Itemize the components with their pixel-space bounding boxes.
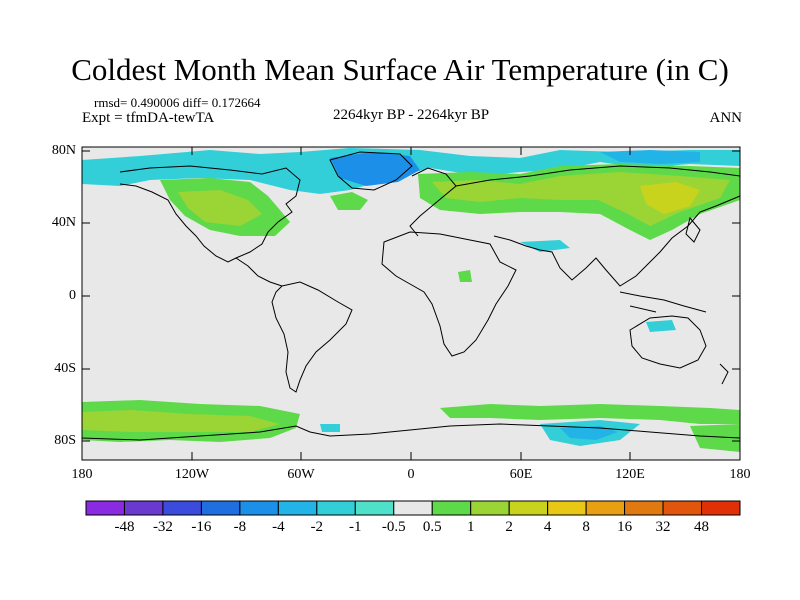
lon-label-60e: 60E [509,467,533,482]
colorbar-tick-label: 1 [466,519,475,535]
lat-label-0: 0 [69,288,76,303]
period-text: 2264kyr BP - 2264kyr BP [332,107,490,123]
coastline-africa [381,231,517,357]
cool-patch-siberia-north [600,150,700,164]
coastline-new-zealand [719,363,729,385]
coastline-europe [409,167,457,237]
colorbar-swatch [200,500,241,516]
colorbar-tick-label: -8 [233,519,247,535]
warm-patch-antarctica-east [690,424,740,452]
coastline-australia [629,315,707,369]
coastline-north-america [119,165,301,263]
colorbar-swatch [508,500,549,516]
warm-patch-africa-small [458,270,472,282]
colorbar-tick-label: -4 [272,519,285,535]
lat-label-80s: 80S [54,433,76,448]
lat-label-40s: 40S [54,361,76,376]
coastlines [81,151,741,441]
stats-line: rmsd= 0.490006 diff= 0.172664 [94,95,261,110]
colorbar-swatch [431,500,472,516]
colorbar-swatch [354,500,395,516]
colorbar-swatch [277,500,318,516]
coastline-greenland [329,151,413,191]
lat-label-80n: 80N [51,143,76,158]
cool-patch-greenland [330,152,420,186]
colorbar-swatch [585,500,626,516]
lat-label-40n: 40N [51,215,76,230]
colorbar-tick-label: 0.5 [422,519,442,535]
lat-ticks [82,150,740,442]
colorbar-tick-label: 48 [694,519,710,535]
map-title: Coldest Month Mean Surface Air Temperatu… [71,52,729,87]
cool-patch-middle-east [520,240,570,252]
colorbar-tick-label: -1 [349,519,362,535]
lon-label-120e: 120E [615,467,645,482]
colorbar-swatch [547,500,587,516]
warm-patch-southern-ocean-east [440,404,740,424]
colorbar-tick-label: 4 [543,519,552,535]
colorbar-tick-label: -16 [191,519,212,535]
colorbar-tick-label: -32 [152,519,173,535]
lon-ticks [81,147,741,460]
coastline-japan [685,216,701,243]
cool-patch-antarctica-core [560,426,618,440]
cool-patch-ross-sea [320,424,340,432]
colorbar-swatch [239,500,279,516]
lon-label-0: 0 [407,467,415,482]
colorbar-swatch [470,500,510,516]
period-label: 2264kyr BP - 2264kyr BP [0,107,800,124]
colorbar-swatch [701,500,741,516]
colorbar-tick-label: 16 [617,519,633,535]
lon-label-60w: 60W [287,467,315,482]
colorbar-swatch [393,500,433,516]
warm-patch-north-america-core [178,190,262,226]
lon-label-180e: 180 [729,467,751,482]
colorbar-swatch [662,500,703,516]
coastline-indonesia [619,291,707,313]
experiment-label: Expt = tfmDA-tewTA [82,110,215,126]
cool-patch-australia [646,320,676,332]
colorbar-tick-label: -0.5 [381,519,406,535]
season-label: ANN [709,110,743,126]
warm-patch-east-asia [640,182,700,214]
colorbar-swatch [85,500,125,516]
colorbar-swatch [162,500,202,516]
warm-patch-north-atlantic [330,192,368,210]
colorbar-swatch [624,500,664,516]
colorbar-tick-label: -2 [310,519,324,535]
lon-label-120w: 120W [174,467,210,482]
colorbar-tick-label: 2 [505,519,513,535]
coastline-central-america [235,257,283,287]
colorbar-swatch [123,500,164,516]
colorbar-tick-label: 8 [582,519,590,535]
warm-patch-southern-ocean-west-core [82,410,280,432]
colorbar-tick-label: -48 [114,519,135,535]
colorbar-swatch [316,500,356,516]
lon-label-180w: 180 [71,467,93,482]
colorbar [85,500,741,516]
coastline-south-america [271,281,353,393]
coastline-antarctica [81,423,741,441]
colorbar-tick-label: 32 [655,519,671,535]
